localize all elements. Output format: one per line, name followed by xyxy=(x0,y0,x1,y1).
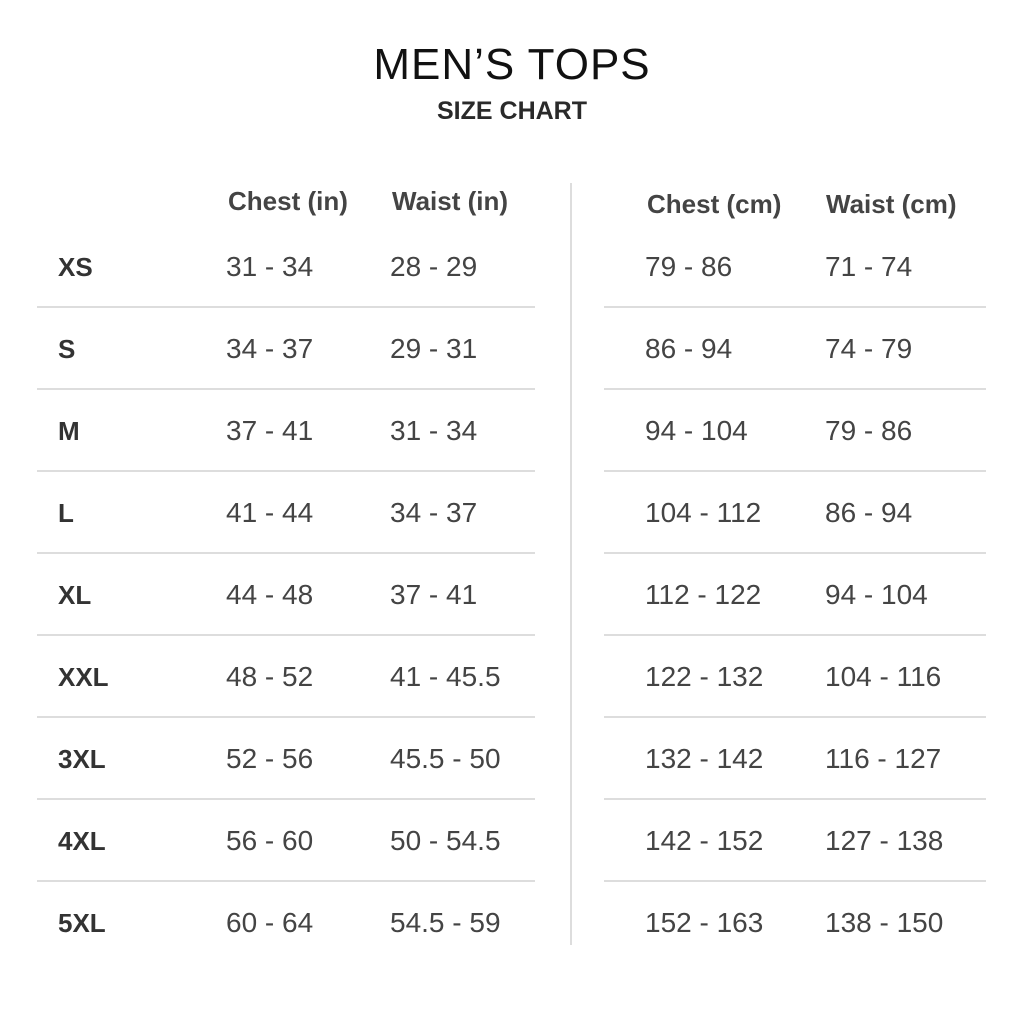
chest-cm-cell: 94 - 104 xyxy=(645,415,748,446)
column-divider xyxy=(570,183,572,945)
chest-cm-cell: 152 - 163 xyxy=(645,907,764,938)
size-cell: XS xyxy=(58,252,93,282)
chest-cm-cell: 122 - 132 xyxy=(645,661,764,692)
waist-cm-cell: 104 - 116 xyxy=(825,661,942,692)
row-divider xyxy=(37,634,535,636)
chest-in-cell: 31 - 34 xyxy=(226,251,314,282)
waist-in-cell: 37 - 41 xyxy=(390,579,478,610)
chest-in-cell: 56 - 60 xyxy=(226,825,314,856)
waist-cm-cell: 116 - 127 xyxy=(825,743,942,774)
waist-in-cell: 50 - 54.5 xyxy=(390,825,501,856)
chest-in-cell: 44 - 48 xyxy=(226,579,314,610)
row-divider xyxy=(37,716,535,718)
waist-in-cell: 54.5 - 59 xyxy=(390,907,501,938)
row-divider xyxy=(604,470,986,472)
waist-cm-cell: 79 - 86 xyxy=(825,415,913,446)
waist-cm-cell: 138 - 150 xyxy=(825,907,944,938)
header-chest-cm: Chest (cm) xyxy=(647,189,782,219)
waist-cm-cell: 71 - 74 xyxy=(825,251,913,282)
header-chest-in: Chest (in) xyxy=(228,186,348,216)
chest-in-cell: 48 - 52 xyxy=(226,661,314,692)
size-cell: S xyxy=(58,334,76,364)
size-cell: L xyxy=(58,498,74,528)
row-divider xyxy=(37,388,535,390)
size-cell: M xyxy=(58,416,80,446)
waist-cm-cell: 94 - 104 xyxy=(825,579,928,610)
size-cell: 4XL xyxy=(58,826,106,856)
row-divider xyxy=(37,470,535,472)
page-title: MEN’S TOPS xyxy=(373,40,651,89)
size-cell: XL xyxy=(58,580,92,610)
waist-cm-cell: 86 - 94 xyxy=(825,497,913,528)
waist-in-cell: 45.5 - 50 xyxy=(390,743,501,774)
chest-in-cell: 34 - 37 xyxy=(226,333,314,364)
row-divider xyxy=(37,306,535,308)
header-waist-in: Waist (in) xyxy=(392,186,509,216)
waist-cm-cell: 127 - 138 xyxy=(825,825,944,856)
header-waist-cm: Waist (cm) xyxy=(826,189,957,219)
row-divider xyxy=(604,306,986,308)
row-divider xyxy=(604,552,986,554)
page-subtitle: SIZE CHART xyxy=(437,97,587,125)
chest-in-cell: 60 - 64 xyxy=(226,907,314,938)
waist-cm-cell: 74 - 79 xyxy=(825,333,913,364)
row-divider xyxy=(604,634,986,636)
chest-cm-cell: 142 - 152 xyxy=(645,825,764,856)
row-divider xyxy=(604,716,986,718)
chest-in-cell: 41 - 44 xyxy=(226,497,314,528)
row-divider xyxy=(37,552,535,554)
waist-in-cell: 41 - 45.5 xyxy=(390,661,501,692)
chest-in-cell: 37 - 41 xyxy=(226,415,314,446)
waist-in-cell: 31 - 34 xyxy=(390,415,478,446)
row-divider xyxy=(37,880,535,882)
size-cell: XXL xyxy=(58,662,109,692)
row-divider xyxy=(604,798,986,800)
row-divider xyxy=(604,388,986,390)
chest-cm-cell: 132 - 142 xyxy=(645,743,764,774)
size-cell: 5XL xyxy=(58,908,106,938)
chest-cm-cell: 104 - 112 xyxy=(645,497,762,528)
row-divider xyxy=(37,798,535,800)
waist-in-cell: 29 - 31 xyxy=(390,333,478,364)
chest-in-cell: 52 - 56 xyxy=(226,743,314,774)
row-divider xyxy=(604,880,986,882)
chest-cm-cell: 112 - 122 xyxy=(645,579,762,610)
size-cell: 3XL xyxy=(58,744,106,774)
waist-in-cell: 34 - 37 xyxy=(390,497,478,528)
chest-cm-cell: 86 - 94 xyxy=(645,333,733,364)
waist-in-cell: 28 - 29 xyxy=(390,251,478,282)
chest-cm-cell: 79 - 86 xyxy=(645,251,733,282)
